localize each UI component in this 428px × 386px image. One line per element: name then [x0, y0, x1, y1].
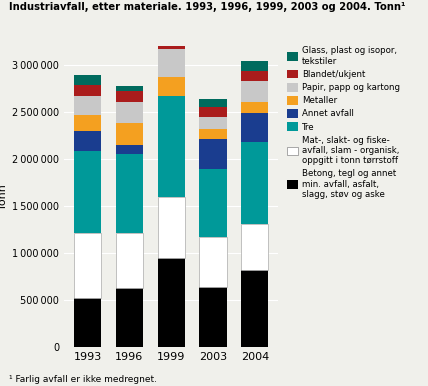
Bar [74, 298, 101, 347]
Bar [241, 102, 268, 113]
Bar [241, 81, 268, 102]
Bar [241, 71, 268, 81]
Bar [74, 115, 101, 131]
Legend: Glass, plast og isopor,
tekstiler, Blandet/ukjent, Papir, papp og kartong, Metal: Glass, plast og isopor, tekstiler, Bland… [287, 46, 400, 199]
Bar [158, 197, 185, 258]
Bar [199, 117, 227, 129]
Bar [241, 142, 268, 224]
Bar [199, 99, 227, 107]
Bar [158, 96, 185, 197]
Bar [158, 77, 185, 96]
Bar [116, 91, 143, 102]
Bar [241, 61, 268, 71]
Bar [116, 102, 143, 124]
Bar [116, 124, 143, 145]
Bar [158, 38, 185, 49]
Bar [74, 96, 101, 115]
Bar [199, 139, 227, 169]
Bar [116, 288, 143, 347]
Bar [116, 145, 143, 154]
Bar [199, 169, 227, 237]
Bar [158, 258, 185, 347]
Bar [241, 224, 268, 270]
Bar [199, 287, 227, 347]
Bar [74, 233, 101, 298]
Text: ¹ Farlig avfall er ikke medregnet.: ¹ Farlig avfall er ikke medregnet. [9, 375, 157, 384]
Y-axis label: Tonn: Tonn [0, 184, 8, 210]
Bar [116, 233, 143, 288]
Bar [241, 113, 268, 142]
Bar [199, 129, 227, 139]
Bar [199, 237, 227, 287]
Bar [116, 86, 143, 91]
Bar [158, 27, 185, 38]
Bar [116, 154, 143, 233]
Bar [74, 151, 101, 233]
Bar [74, 131, 101, 151]
Text: Industriavfall, etter materiale. 1993, 1996, 1999, 2003 og 2004. Tonn¹: Industriavfall, etter materiale. 1993, 1… [9, 2, 405, 12]
Bar [74, 85, 101, 96]
Bar [199, 107, 227, 117]
Bar [74, 74, 101, 85]
Bar [158, 49, 185, 77]
Bar [241, 270, 268, 347]
